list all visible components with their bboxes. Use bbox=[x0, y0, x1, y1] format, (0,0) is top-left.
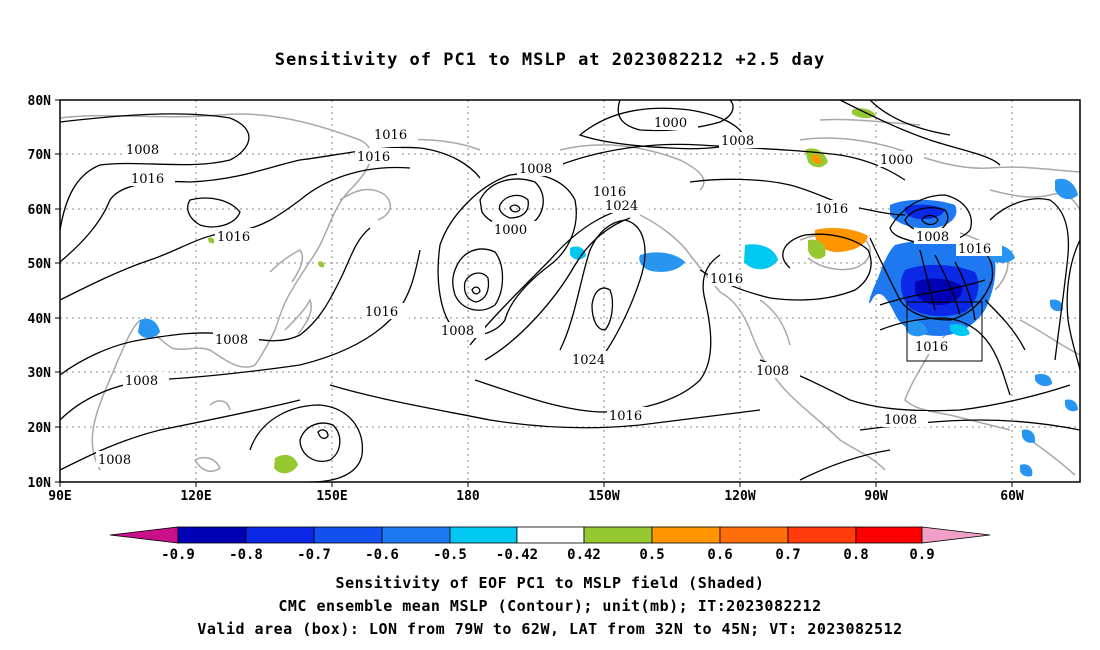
contour-label: 1016 bbox=[131, 172, 164, 187]
colorbar-label: 0.8 bbox=[843, 547, 868, 563]
colorbar-swatch bbox=[787, 526, 857, 544]
lon-label-90w: 90W bbox=[864, 489, 888, 504]
lat-label-70n: 70N bbox=[28, 148, 52, 163]
colorbar-label: 0.42 bbox=[567, 547, 601, 563]
lat-label-20n: 20N bbox=[28, 421, 52, 436]
colorbar-swatch bbox=[516, 526, 585, 544]
contour-label: 1008 bbox=[519, 162, 552, 177]
colorbar-high-triangle bbox=[921, 526, 991, 544]
tick-marks bbox=[55, 99, 1013, 487]
contour-label: 1024 bbox=[572, 353, 605, 368]
contour-label: 1008 bbox=[884, 413, 917, 428]
contour-label: 1016 bbox=[374, 128, 407, 143]
contour-label: 1016 bbox=[815, 202, 848, 217]
contour-label: 1016 bbox=[915, 340, 948, 355]
colorbar-label: 0.7 bbox=[775, 547, 800, 563]
lon-label-120e: 120E bbox=[180, 489, 211, 504]
footer-shading-description: Sensitivity of EOF PC1 to MSLP field (Sh… bbox=[335, 574, 765, 592]
contour-label: 1000 bbox=[654, 116, 687, 131]
contour-label: 1016 bbox=[710, 272, 743, 287]
lon-label-180: 180 bbox=[456, 489, 480, 504]
contour-label: 1024 bbox=[605, 199, 638, 214]
colorbar-label: 0.6 bbox=[707, 547, 732, 563]
colorbar: -0.9 -0.8 -0.7 -0.6 -0.5 -0.42 0.42 0.5 … bbox=[109, 526, 991, 563]
contour-label: 1008 bbox=[916, 230, 949, 245]
colorbar-swatch bbox=[313, 526, 383, 544]
colorbar-label: -0.9 bbox=[161, 547, 195, 563]
lat-label-40n: 40N bbox=[28, 312, 52, 327]
contour-label: 1008 bbox=[441, 324, 474, 339]
contour-label: 1000 bbox=[494, 223, 527, 238]
contour-labels: 1016 1016 1008 1016 1016 1008 1000 1016 … bbox=[96, 114, 1002, 468]
colorbar-label: -0.8 bbox=[229, 547, 263, 563]
colorbar-label: -0.5 bbox=[433, 547, 467, 563]
longitude-labels: 90E 120E 150E 180 150W 120W 90W 60W bbox=[48, 489, 1024, 504]
valid-area-box bbox=[906, 301, 983, 362]
map-frame bbox=[59, 99, 1081, 483]
map-title: Sensitivity of PC1 to MSLP at 2023082212… bbox=[274, 50, 826, 70]
lat-label-60n: 60N bbox=[28, 203, 52, 218]
contour-label: 1000 bbox=[880, 153, 913, 168]
lon-label-60w: 60W bbox=[1000, 489, 1024, 504]
colorbar-swatch bbox=[583, 526, 653, 544]
footer-valid-area: Valid area (box): LON from 79W to 62W, L… bbox=[197, 620, 903, 638]
lon-label-150e: 150E bbox=[316, 489, 347, 504]
footer-contour-description: CMC ensemble mean MSLP (Contour); unit(m… bbox=[278, 597, 822, 615]
contour-label: 1008 bbox=[215, 333, 248, 348]
contour-label: 1016 bbox=[357, 150, 390, 165]
colorbar-low-triangle bbox=[109, 526, 179, 544]
lon-label-90e: 90E bbox=[48, 489, 71, 504]
contour-label: 1008 bbox=[721, 134, 754, 149]
colorbar-label: 0.9 bbox=[909, 547, 934, 563]
lat-label-80n: 80N bbox=[28, 94, 52, 109]
colorbar-swatch bbox=[449, 526, 518, 544]
lat-label-50n: 50N bbox=[28, 257, 52, 272]
contour-label: 1008 bbox=[98, 453, 131, 468]
contour-label: 1016 bbox=[365, 305, 398, 320]
lat-label-10n: 10N bbox=[28, 476, 52, 491]
latitude-labels: 80N 70N 60N 50N 40N 30N 20N 10N bbox=[28, 94, 52, 491]
colorbar-swatch bbox=[177, 526, 247, 544]
contour-label: 1008 bbox=[125, 374, 158, 389]
contour-label: 1008 bbox=[756, 364, 789, 379]
contour-label: 1016 bbox=[958, 242, 991, 257]
colorbar-swatch bbox=[651, 526, 721, 544]
colorbar-label: -0.7 bbox=[297, 547, 331, 563]
lon-label-120w: 120W bbox=[724, 489, 755, 504]
colorbar-label: -0.6 bbox=[365, 547, 399, 563]
contour-label: 1016 bbox=[593, 185, 626, 200]
colorbar-swatch bbox=[855, 526, 923, 544]
colorbar-label: -0.42 bbox=[496, 547, 538, 563]
colorbar-label: 0.5 bbox=[639, 547, 664, 563]
contour-label: 1016 bbox=[609, 409, 642, 424]
contour-label: 1008 bbox=[126, 143, 159, 158]
lon-label-150w: 150W bbox=[588, 489, 619, 504]
lat-label-30n: 30N bbox=[28, 366, 52, 381]
colorbar-swatch bbox=[719, 526, 789, 544]
colorbar-swatch bbox=[381, 526, 451, 544]
colorbar-swatch bbox=[245, 526, 315, 544]
contour-label: 1016 bbox=[217, 230, 250, 245]
